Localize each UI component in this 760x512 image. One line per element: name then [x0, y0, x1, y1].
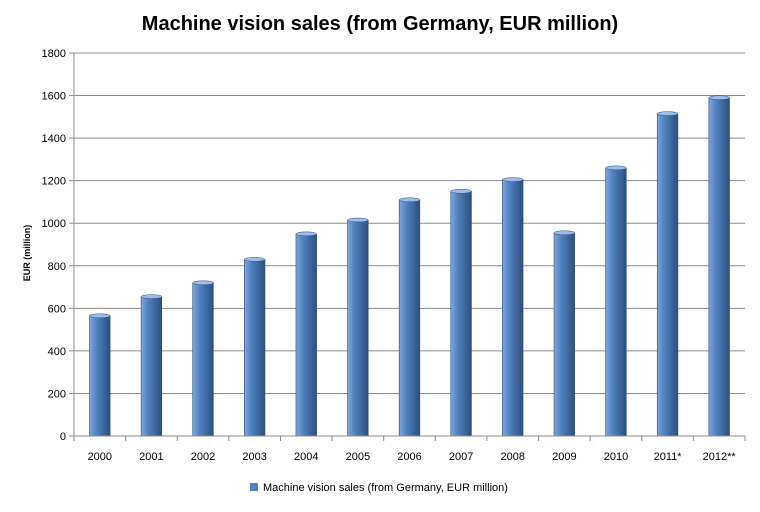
bar-cap	[553, 230, 575, 236]
bar-2000	[89, 315, 111, 437]
bar-cap	[450, 189, 472, 194]
bar-cap	[708, 95, 730, 100]
x-tick-label: 2008	[500, 451, 524, 463]
y-tick-label: 800	[48, 261, 66, 273]
y-tick-label: 600	[48, 303, 66, 315]
y-tick-label: 0	[60, 431, 66, 443]
x-tick-label: 2009	[552, 451, 576, 463]
bar-cap	[605, 165, 627, 171]
y-tick-label: 1600	[42, 91, 66, 103]
bar-2012	[708, 97, 730, 437]
chart-title: Machine vision sales (from Germany, EUR …	[142, 13, 618, 35]
x-tick-label: 2010	[604, 451, 628, 463]
bar-cap	[192, 280, 214, 286]
y-tick-label: 1000	[42, 218, 66, 230]
bar-2005	[347, 219, 369, 437]
x-axis-ticks: 2000 2001 2002 2003 2004 2005 2006 2007 2008 2009…	[73, 435, 746, 463]
bar-cap	[89, 313, 111, 319]
bar-cap	[502, 177, 524, 182]
bar-2010	[605, 167, 627, 437]
x-tick-label: 2001	[139, 451, 163, 463]
y-tick-label: 1800	[42, 48, 66, 60]
y-tick-label: 200	[48, 388, 66, 400]
bar-2002	[192, 282, 214, 437]
x-tick-label: 2012**	[703, 451, 737, 463]
x-tick-label: 2011*	[654, 451, 683, 463]
bar-2007	[450, 191, 472, 437]
bar-2011	[656, 113, 679, 437]
bar-cap	[347, 217, 369, 223]
x-tick-label: 2004	[294, 451, 318, 463]
bars	[89, 95, 730, 437]
y-tick-label: 1400	[42, 133, 66, 145]
y-axis-ticks: 0 200 400 600 800 1000 1200 1400 1600 1800	[42, 48, 74, 443]
x-tick-label: 2003	[242, 451, 266, 463]
bar-cap	[295, 231, 317, 237]
bar-2006	[398, 199, 421, 437]
bar-2003	[244, 259, 266, 437]
x-tick-label: 2006	[397, 451, 421, 463]
legend: Machine vision sales (from Germany, EUR …	[250, 482, 508, 494]
x-tick-label: 2000	[88, 451, 112, 463]
x-tick-label: 2005	[346, 451, 370, 463]
bar-cap	[244, 257, 266, 262]
bar-2008	[502, 179, 524, 437]
bar-cap	[657, 111, 679, 116]
bar-2001	[140, 296, 163, 437]
bar-2004	[295, 233, 317, 437]
y-tick-label: 400	[48, 346, 66, 358]
y-tick-label: 1200	[42, 176, 66, 188]
bar-2009	[553, 232, 575, 437]
bar-cap	[140, 294, 162, 299]
x-tick-label: 2007	[449, 451, 473, 463]
bar-cap	[398, 197, 421, 203]
x-tick-label: 2002	[191, 451, 215, 463]
y-axis-title: EUR (million)	[22, 225, 32, 282]
legend-label: Machine vision sales (from Germany, EUR …	[263, 482, 508, 494]
legend-swatch	[250, 483, 258, 491]
